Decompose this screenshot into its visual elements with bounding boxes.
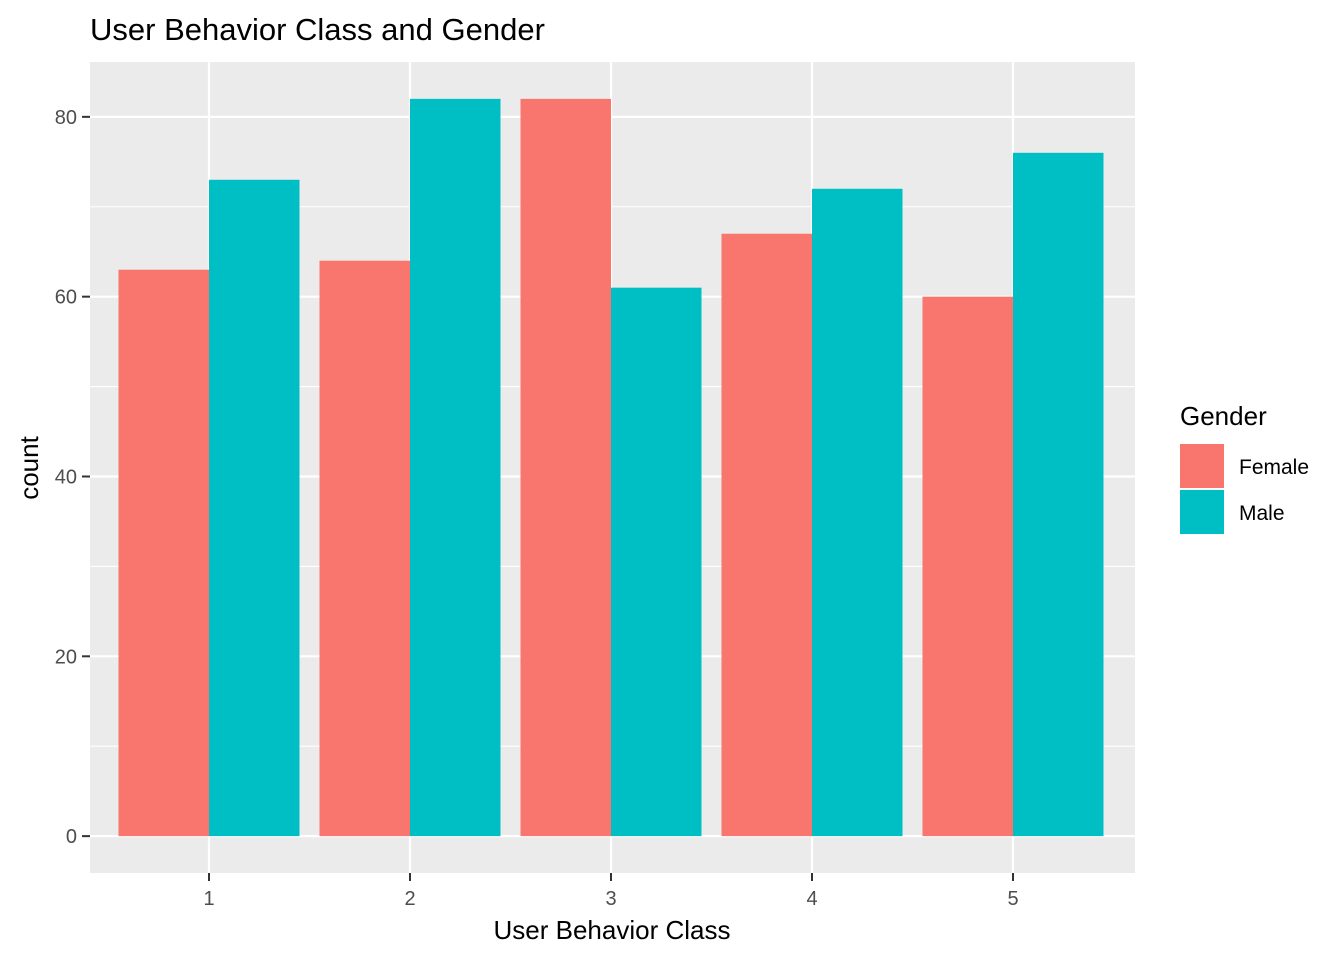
- legend-label-female: Female: [1239, 456, 1309, 479]
- y-tick-label: 40: [55, 466, 77, 488]
- legend-key-female: [1180, 444, 1224, 488]
- x-tick-label: 5: [1007, 888, 1018, 910]
- bar-female-3: [520, 98, 611, 837]
- y-tick-label: 0: [66, 826, 77, 848]
- y-axis: 0 20 40 60 80: [55, 107, 90, 848]
- bar-male-5: [1013, 152, 1104, 837]
- x-tick-label: 2: [404, 888, 415, 910]
- y-axis-title: count: [14, 435, 44, 499]
- x-tick-label: 4: [806, 888, 817, 910]
- x-axis-title: User Behavior Class: [494, 915, 731, 945]
- x-axis: 1 2 3 4 5: [203, 873, 1019, 910]
- bar-female-1: [118, 269, 209, 837]
- y-tick-label: 60: [55, 287, 77, 309]
- bar-female-2: [319, 260, 410, 837]
- bars: [118, 98, 1104, 837]
- bar-female-5: [922, 296, 1013, 837]
- y-tick-label: 80: [55, 107, 77, 129]
- y-tick-label: 20: [55, 646, 77, 668]
- legend-title: Gender: [1180, 401, 1267, 431]
- legend-key-male: [1180, 490, 1224, 534]
- bar-male-1: [209, 179, 300, 837]
- legend: Gender Female Male: [1180, 401, 1309, 534]
- x-tick-label: 1: [203, 888, 214, 910]
- bar-male-4: [812, 188, 903, 837]
- legend-label-male: Male: [1239, 502, 1285, 525]
- bar-male-2: [410, 98, 501, 837]
- bar-male-3: [611, 287, 702, 837]
- chart-title: User Behavior Class and Gender: [90, 12, 545, 47]
- x-tick-label: 3: [605, 888, 616, 910]
- bar-female-4: [721, 233, 812, 837]
